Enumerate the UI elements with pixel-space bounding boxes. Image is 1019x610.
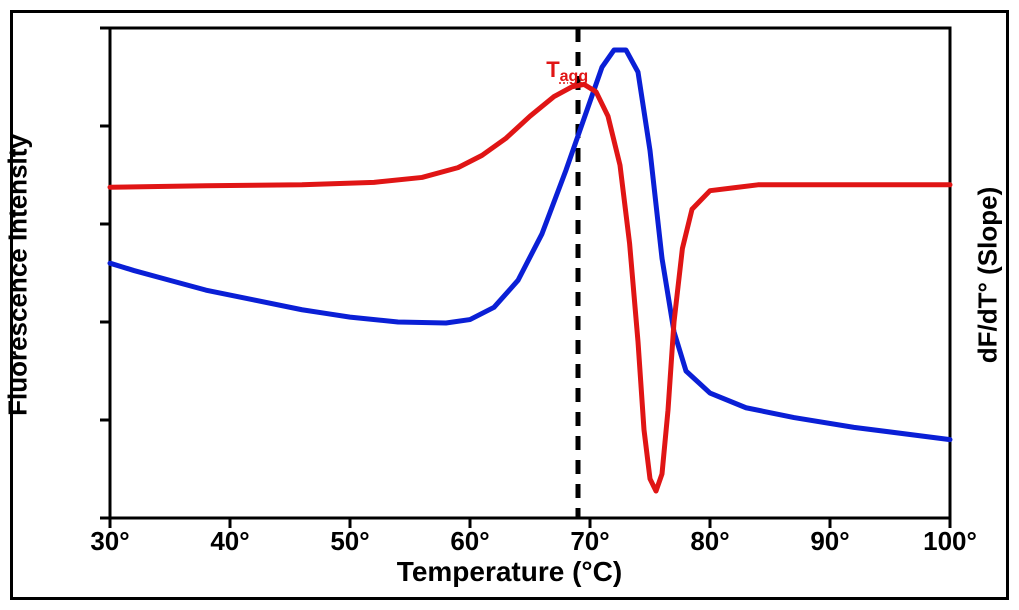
x-tick-label: 70° <box>555 526 625 557</box>
chart-plot <box>110 28 950 518</box>
x-axis-label: Temperature (°C) <box>0 556 1019 588</box>
t-agg-annotation: Tagg <box>546 57 588 86</box>
x-tick-label: 90° <box>795 526 865 557</box>
x-tick-label: 30° <box>75 526 145 557</box>
y-left-axis-label: Fluorescence Intensity <box>3 30 34 520</box>
x-tick-label: 50° <box>315 526 385 557</box>
x-tick-label: 100° <box>915 526 985 557</box>
y-right-axis-label: dF/dT° (Slope) <box>973 30 1004 520</box>
x-tick-label: 40° <box>195 526 265 557</box>
x-tick-label: 60° <box>435 526 505 557</box>
x-tick-label: 80° <box>675 526 745 557</box>
